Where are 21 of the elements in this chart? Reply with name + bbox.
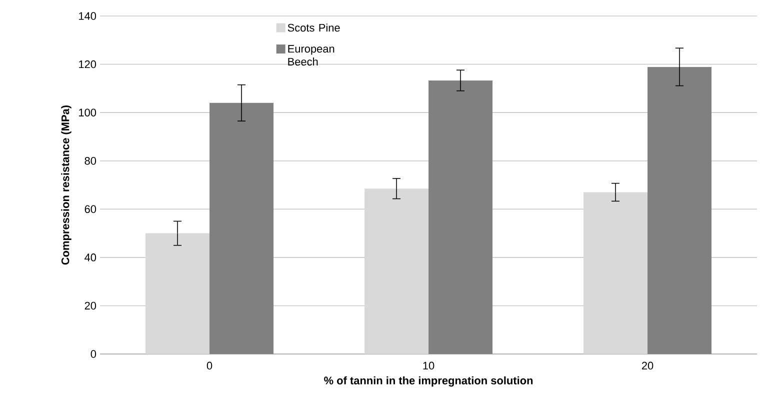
y-tick-label: 80 [84,156,96,165]
y-tick-label: 60 [84,205,96,214]
y-tick-label: 120 [79,60,96,68]
y-axis-title: Compression resistance (MPa) [61,105,72,265]
legend-label: Scots Pine [288,24,340,32]
y-tick-label: 20 [84,302,96,310]
y-tick-label: 0 [90,350,96,358]
legend-label: European Beech [288,44,334,66]
y-tick-label: 40 [84,254,96,262]
x-tick-label: 10 [423,362,434,370]
bar [584,192,648,354]
y-tick-label: 100 [79,108,96,116]
y-tick-label: 140 [79,12,96,20]
bar [146,233,210,354]
bar [428,80,493,354]
bar [648,66,712,354]
x-axis-title: % of tannin in the impregnation solution [324,376,533,387]
x-tick-label: 20 [642,362,654,370]
x-tick-label: 0 [206,362,212,370]
bar [364,188,429,354]
bar [210,102,274,354]
